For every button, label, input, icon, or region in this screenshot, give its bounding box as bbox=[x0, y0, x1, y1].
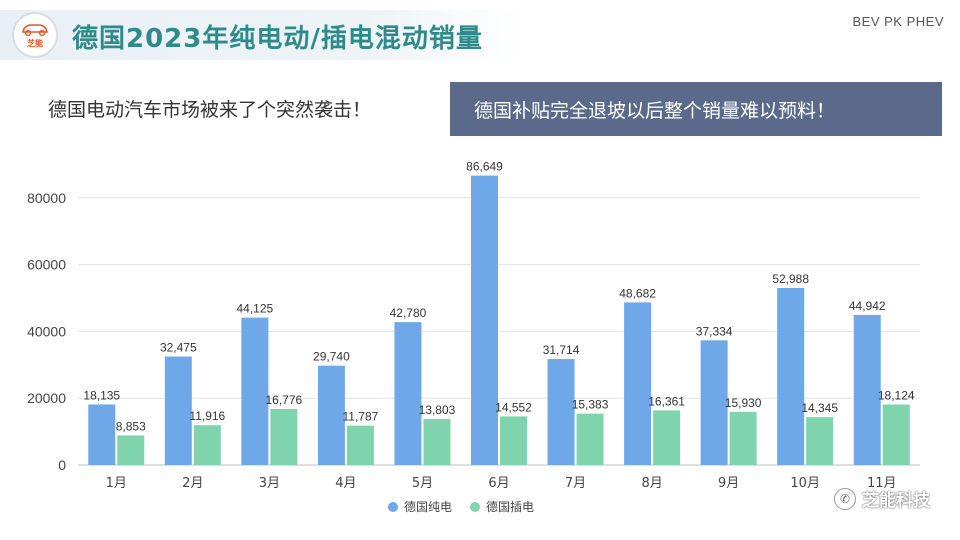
data-label-bev: 52,988 bbox=[772, 272, 809, 286]
data-label-phev: 15,930 bbox=[725, 396, 762, 410]
bar-phev bbox=[653, 410, 681, 465]
data-label-phev: 13,803 bbox=[419, 403, 456, 417]
header-tag: BEV PK PHEV bbox=[852, 14, 944, 29]
bar-phev bbox=[423, 418, 451, 465]
y-tick-label: 60000 bbox=[27, 257, 66, 273]
data-label-phev: 16,361 bbox=[648, 394, 685, 408]
y-tick-label: 0 bbox=[58, 457, 66, 473]
x-tick-label: 6月 bbox=[488, 476, 509, 491]
legend: 德国纯电 德国插电 bbox=[388, 498, 534, 515]
bar-bev bbox=[700, 340, 728, 465]
axis-layer: 0 20000 40000 60000 80000 1月 2月 3月 4月 5月 6月 7月 8月 9月 1… bbox=[27, 190, 896, 491]
x-tick-label: 7月 bbox=[565, 476, 586, 491]
data-label-bev: 48,682 bbox=[619, 286, 656, 300]
legend-label-bev: 德国纯电 bbox=[404, 500, 453, 514]
subtitle-right: 德国补贴完全退坡以后整个销量难以预料！ bbox=[474, 99, 836, 122]
data-label-phev: 11,787 bbox=[343, 410, 379, 424]
data-label-phev: 18,124 bbox=[878, 388, 915, 402]
watermark: ✆ 芝能科技 bbox=[834, 486, 930, 511]
wechat-icon: ✆ bbox=[834, 487, 856, 510]
data-label-bev: 44,125 bbox=[237, 302, 274, 316]
data-label-phev: 14,345 bbox=[801, 401, 838, 415]
legend-item-phev: 德国插电 bbox=[470, 498, 534, 515]
data-label-phev: 14,552 bbox=[495, 400, 532, 414]
y-tick-label: 80000 bbox=[27, 190, 66, 206]
bar-phev bbox=[270, 408, 298, 465]
bar-phev bbox=[729, 411, 757, 465]
data-label-bev: 32,475 bbox=[160, 341, 197, 355]
bar-bev bbox=[547, 359, 575, 465]
subtitle-box: 德国补贴完全退坡以后整个销量难以预料！ bbox=[450, 82, 942, 136]
bar-phev bbox=[806, 417, 834, 465]
bar-bev bbox=[777, 288, 805, 465]
header-accent bbox=[0, 10, 520, 60]
x-tick-label: 5月 bbox=[412, 476, 433, 491]
data-label-phev: 8,853 bbox=[116, 419, 146, 433]
label-layer: 18,135 8,853 32,475 11,916 44,125 16,776 29,74… bbox=[83, 160, 914, 434]
x-tick-label: 10月 bbox=[790, 476, 820, 491]
legend-swatch-bev bbox=[388, 501, 398, 512]
bar-bev bbox=[317, 365, 345, 465]
bar-bev bbox=[394, 322, 422, 465]
bar-phev bbox=[117, 435, 145, 465]
x-tick-label: 8月 bbox=[641, 476, 662, 491]
bar-phev bbox=[882, 404, 910, 465]
bar-bev bbox=[853, 314, 881, 465]
data-label-bev: 44,942 bbox=[849, 299, 886, 313]
bar-bev bbox=[624, 302, 652, 465]
bar-bev bbox=[471, 175, 498, 465]
data-label-bev: 29,740 bbox=[313, 350, 350, 364]
x-tick-label: 11月 bbox=[867, 476, 897, 491]
logo-text: 芝能 bbox=[27, 39, 43, 48]
data-label-bev: 37,334 bbox=[696, 324, 733, 338]
x-tick-label: 3月 bbox=[259, 476, 280, 491]
data-label-bev: 31,714 bbox=[543, 343, 580, 357]
watermark-text: 芝能科技 bbox=[862, 491, 930, 511]
bar-bev bbox=[88, 404, 116, 465]
data-label-phev: 15,383 bbox=[572, 398, 609, 412]
logo: 芝能 bbox=[12, 12, 58, 58]
car-logo-icon bbox=[22, 24, 48, 37]
bar-bev bbox=[241, 317, 269, 465]
bar-phev bbox=[500, 416, 527, 465]
data-label-bev: 18,135 bbox=[83, 388, 120, 402]
data-label-phev: 16,776 bbox=[266, 393, 303, 407]
page-title: 德国2023年纯电动/插电混动销量 bbox=[72, 24, 483, 54]
x-tick-label: 4月 bbox=[335, 476, 356, 491]
data-label-bev: 42,780 bbox=[390, 306, 427, 320]
subtitle-left: 德国电动汽车市场被来了个突然袭击！ bbox=[48, 99, 372, 121]
data-label-bev: 86,649 bbox=[466, 160, 503, 174]
x-tick-label: 9月 bbox=[718, 476, 739, 491]
bar-phev bbox=[193, 425, 221, 465]
legend-swatch-phev bbox=[470, 501, 481, 512]
y-tick-label: 20000 bbox=[27, 390, 66, 406]
x-tick-label: 2月 bbox=[182, 476, 203, 491]
bar-layer bbox=[88, 175, 910, 465]
bar-phev bbox=[576, 413, 604, 465]
legend-label-phev: 德国插电 bbox=[486, 500, 535, 514]
legend-item-bev: 德国纯电 bbox=[388, 498, 452, 515]
x-tick-label: 1月 bbox=[106, 476, 127, 491]
data-label-phev: 11,916 bbox=[189, 409, 225, 423]
bar-bev bbox=[164, 356, 192, 465]
bar-phev bbox=[346, 425, 374, 465]
y-tick-label: 40000 bbox=[27, 323, 66, 339]
